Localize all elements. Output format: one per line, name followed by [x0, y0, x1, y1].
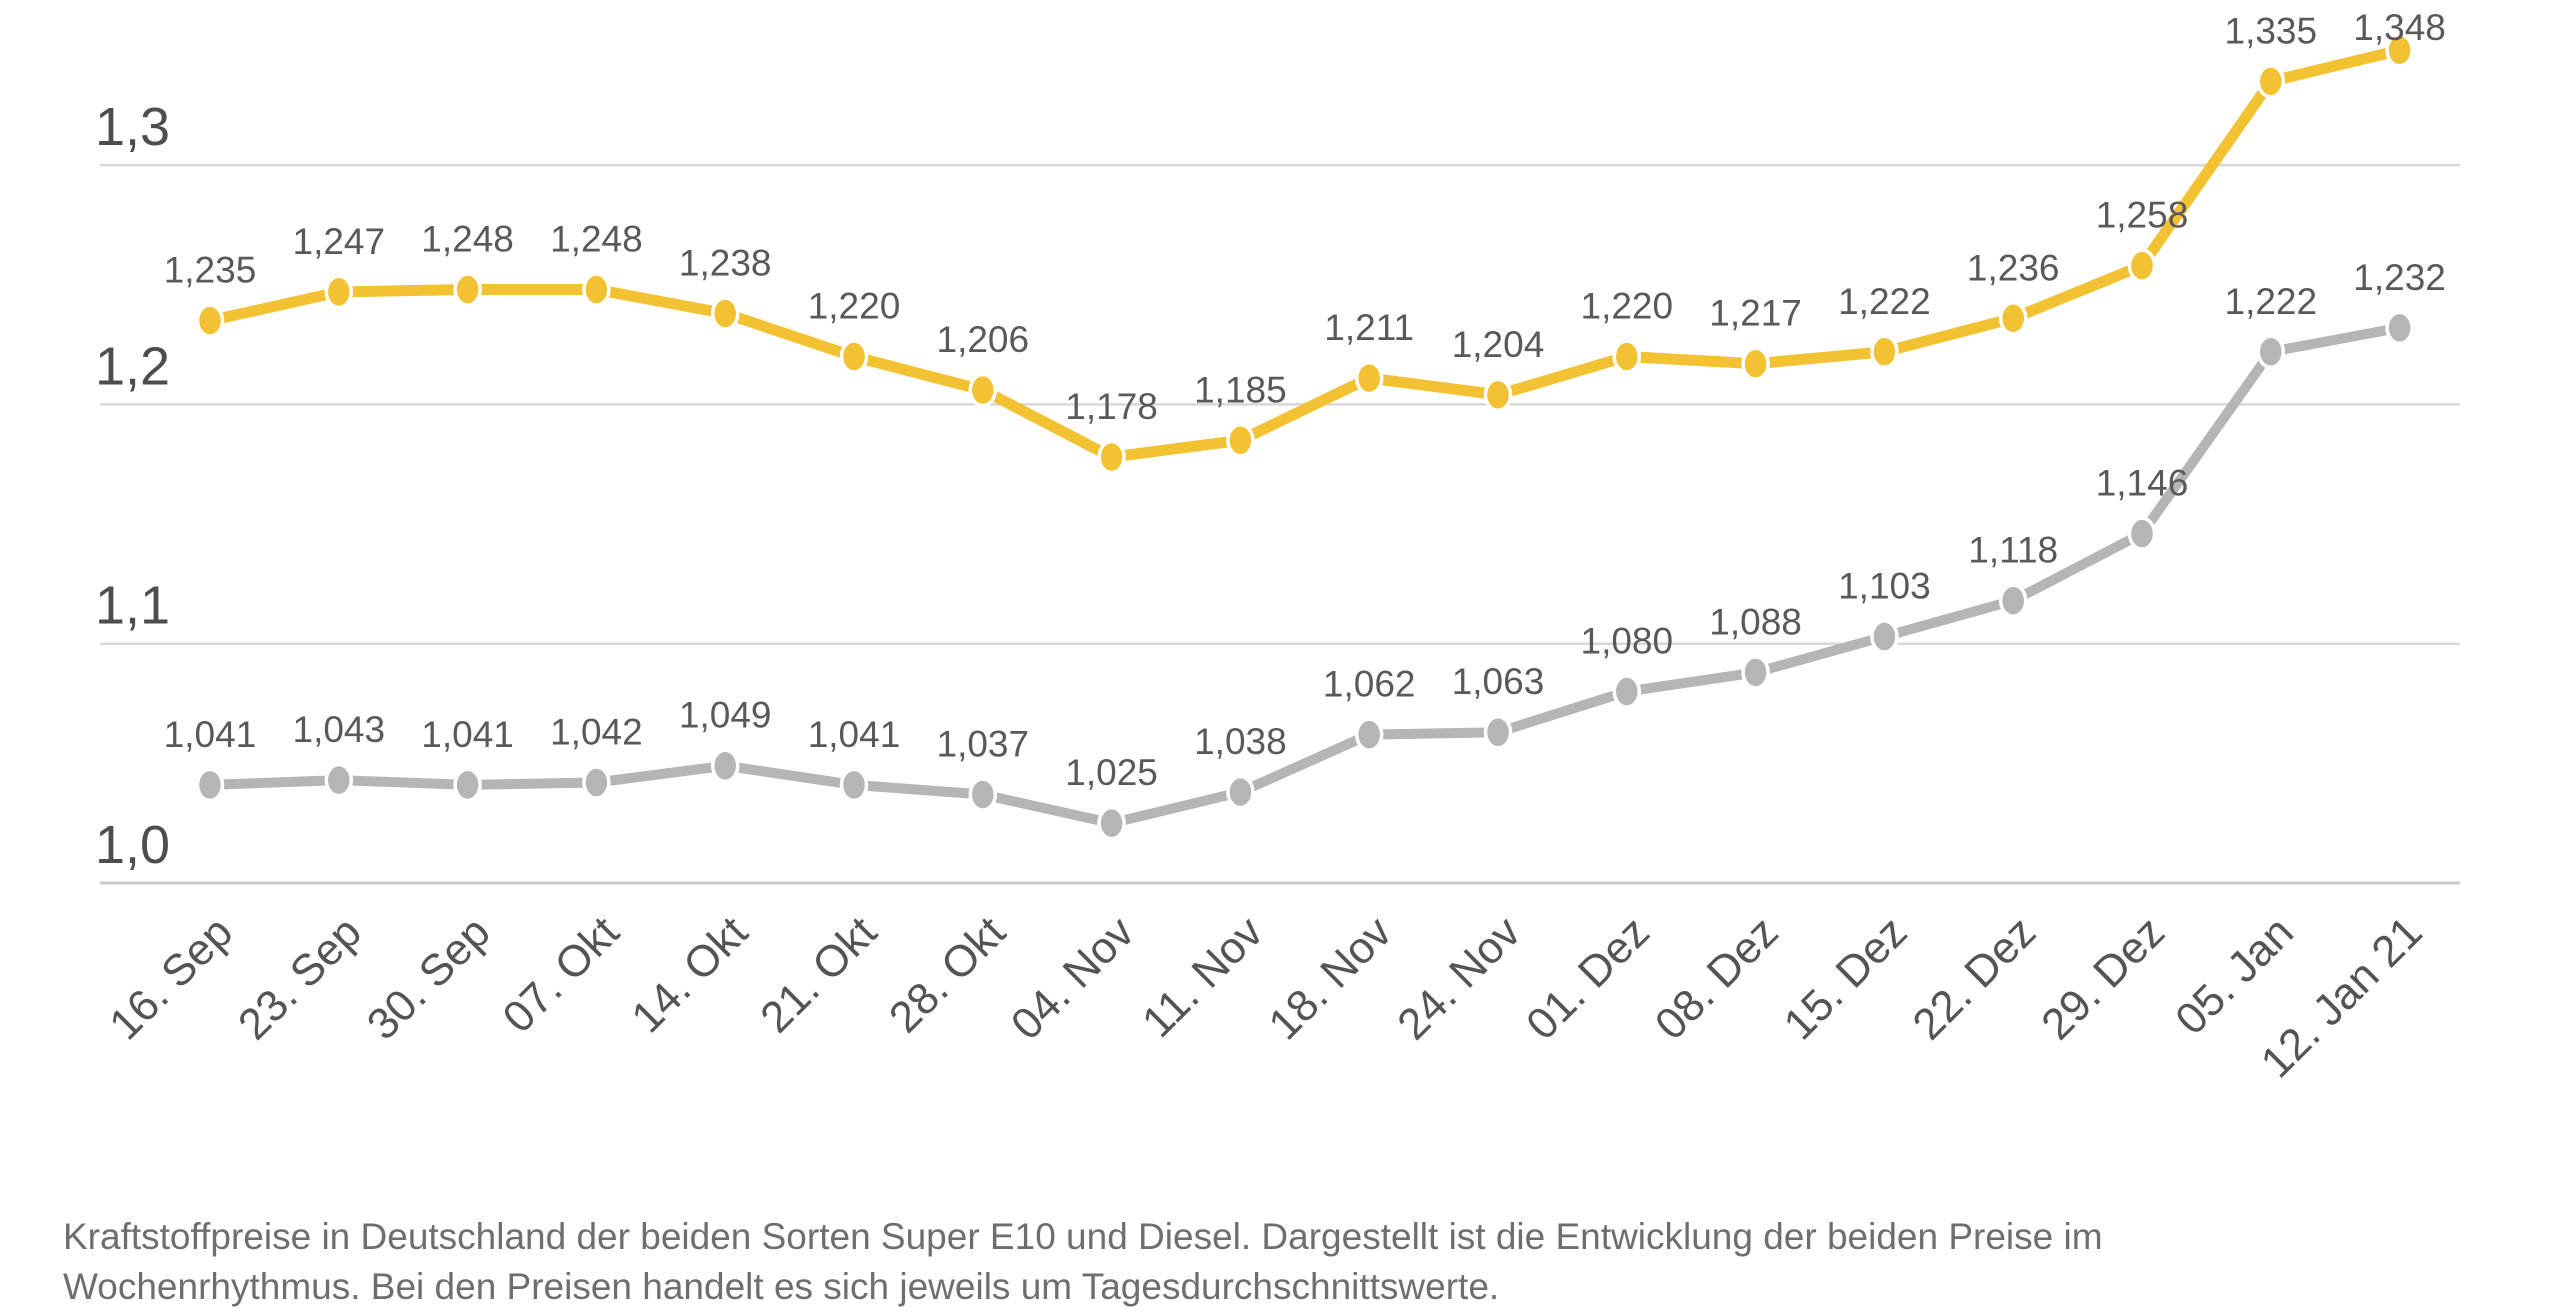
data-point-marker-super-e10[interactable]	[195, 303, 225, 338]
x-axis-label: 30. Sep	[358, 907, 500, 1049]
data-point-label-diesel: 1,222	[2225, 281, 2318, 322]
y-axis-label: 1,0	[95, 815, 170, 875]
data-point-label-super-e10: 1,235	[164, 250, 257, 291]
data-point-marker-super-e10[interactable]	[1226, 423, 1255, 458]
data-point-marker-diesel[interactable]	[1998, 583, 2028, 618]
data-point-label-super-e10: 1,248	[421, 219, 514, 260]
data-point-label-super-e10: 1,220	[1581, 286, 1674, 327]
data-point-marker-super-e10[interactable]	[453, 272, 482, 307]
data-point-marker-diesel[interactable]	[2256, 334, 2286, 370]
data-point-marker-diesel[interactable]	[1612, 674, 1642, 709]
data-point-label-super-e10: 1,217	[1709, 293, 1802, 334]
data-point-marker-diesel[interactable]	[195, 767, 225, 803]
x-axis-label: 21. Okt	[751, 907, 886, 1042]
data-point-marker-diesel[interactable]	[2127, 516, 2157, 551]
data-point-marker-diesel[interactable]	[453, 767, 482, 803]
data-point-label-diesel: 1,041	[164, 714, 257, 755]
data-point-label-diesel: 1,062	[1323, 664, 1416, 705]
data-point-label-super-e10: 1,178	[1065, 386, 1158, 427]
data-point-marker-diesel[interactable]	[582, 765, 611, 800]
data-point-marker-super-e10[interactable]	[2127, 248, 2157, 283]
y-axis-label: 1,3	[95, 97, 170, 157]
x-axis-label: 22. Dez	[1903, 907, 2045, 1049]
data-point-label-diesel: 1,118	[1968, 530, 2058, 571]
caption-line-1: Kraftstoffpreise in Deutschland der beid…	[63, 1216, 2103, 1257]
data-point-marker-super-e10[interactable]	[710, 296, 740, 331]
data-point-label-diesel: 1,232	[2353, 257, 2446, 298]
chart-caption: Kraftstoffpreise in Deutschland der beid…	[63, 1212, 2473, 1312]
data-point-label-super-e10: 1,204	[1452, 324, 1545, 365]
data-point-marker-diesel[interactable]	[2385, 310, 2414, 346]
data-point-marker-diesel[interactable]	[1483, 714, 1513, 750]
data-point-label-diesel: 1,037	[937, 723, 1030, 764]
data-point-label-diesel: 1,043	[293, 709, 386, 750]
data-point-marker-diesel[interactable]	[968, 777, 998, 812]
fuel-price-line-chart: 1,0 1,1 1,2 1,3 16. Sep 23. Sep 30. Sep 07. Okt…	[95, 7, 2460, 1087]
x-axis-label: 04. Nov	[1002, 907, 1144, 1049]
data-point-marker-super-e10[interactable]	[1354, 360, 1384, 396]
data-point-marker-diesel[interactable]	[710, 748, 740, 783]
data-point-label-super-e10: 1,206	[937, 319, 1030, 360]
x-axis-label: 29. Dez	[2032, 907, 2174, 1049]
x-axis-label: 23. Sep	[229, 907, 371, 1049]
data-point-label-diesel: 1,146	[2096, 463, 2189, 504]
data-point-marker-diesel[interactable]	[1870, 619, 1899, 654]
y-axis-label: 1,2	[95, 336, 170, 396]
data-point-label-super-e10: 1,247	[293, 221, 386, 262]
x-axis-label: 11. Nov	[1133, 907, 1273, 1047]
data-point-label-super-e10: 1,185	[1194, 369, 1287, 410]
data-point-label-super-e10: 1,222	[1838, 281, 1931, 322]
x-axis-label: 24. Nov	[1388, 907, 1530, 1049]
series-line-super-e10	[204, 44, 2406, 463]
data-point-label-super-e10: 1,211	[1324, 307, 1414, 348]
x-axis-label: 07. Okt	[494, 907, 629, 1042]
caption-line-2: Wochenrhythmus. Bei den Preisen handelt …	[63, 1266, 1500, 1307]
data-point-label-super-e10: 1,248	[550, 219, 643, 260]
data-point-marker-diesel[interactable]	[1226, 774, 1255, 810]
data-point-marker-diesel[interactable]	[1354, 717, 1384, 752]
data-point-label-diesel: 1,025	[1065, 752, 1158, 793]
data-point-marker-super-e10[interactable]	[1998, 301, 2028, 336]
data-point-label-super-e10: 1,238	[679, 242, 772, 283]
data-point-label-super-e10: 1,258	[2096, 195, 2189, 236]
data-point-label-super-e10: 1,335	[2225, 10, 2318, 51]
data-point-label-diesel: 1,103	[1838, 566, 1931, 607]
data-point-marker-diesel[interactable]	[839, 767, 869, 803]
data-point-marker-super-e10[interactable]	[1097, 439, 1126, 475]
x-axis-label: 18. Nov	[1259, 907, 1401, 1049]
data-point-marker-diesel[interactable]	[1097, 805, 1126, 841]
x-axis-label: 01. Dez	[1517, 907, 1659, 1049]
data-point-marker-diesel[interactable]	[1741, 655, 1770, 690]
data-point-marker-super-e10[interactable]	[2385, 32, 2414, 68]
x-axis-label: 15. Dez	[1775, 907, 1917, 1049]
data-point-label-super-e10: 1,236	[1967, 247, 2060, 288]
data-point-marker-super-e10[interactable]	[2256, 64, 2286, 99]
x-axis-label: 08. Dez	[1646, 907, 1788, 1049]
data-point-label-diesel: 1,049	[679, 695, 772, 736]
series-line-diesel	[205, 322, 2405, 829]
x-axis-label: 16. Sep	[100, 907, 242, 1049]
data-point-label-diesel: 1,080	[1581, 621, 1674, 662]
data-point-label-diesel: 1,063	[1452, 661, 1545, 702]
data-point-label-super-e10: 1,348	[2353, 7, 2446, 48]
data-point-label-diesel: 1,088	[1709, 601, 1802, 642]
data-point-label-diesel: 1,041	[421, 714, 514, 755]
data-point-marker-super-e10[interactable]	[839, 339, 869, 374]
data-point-label-super-e10: 1,220	[808, 286, 901, 327]
data-point-label-diesel: 1,038	[1194, 721, 1287, 762]
x-axis-label: 14. Okt	[622, 907, 757, 1042]
x-axis-label: 28. Okt	[880, 907, 1015, 1042]
data-point-marker-super-e10[interactable]	[1483, 377, 1513, 413]
data-point-marker-super-e10[interactable]	[1741, 346, 1770, 381]
data-point-marker-super-e10[interactable]	[324, 274, 354, 310]
data-point-marker-super-e10[interactable]	[1870, 334, 1899, 370]
y-axis-label: 1,1	[95, 576, 170, 636]
data-point-marker-super-e10[interactable]	[968, 372, 998, 408]
data-point-marker-super-e10[interactable]	[1612, 339, 1642, 374]
data-point-marker-diesel[interactable]	[324, 762, 354, 798]
data-point-label-diesel: 1,041	[808, 714, 901, 755]
data-point-label-diesel: 1,042	[550, 711, 643, 752]
data-point-marker-super-e10[interactable]	[582, 272, 611, 307]
